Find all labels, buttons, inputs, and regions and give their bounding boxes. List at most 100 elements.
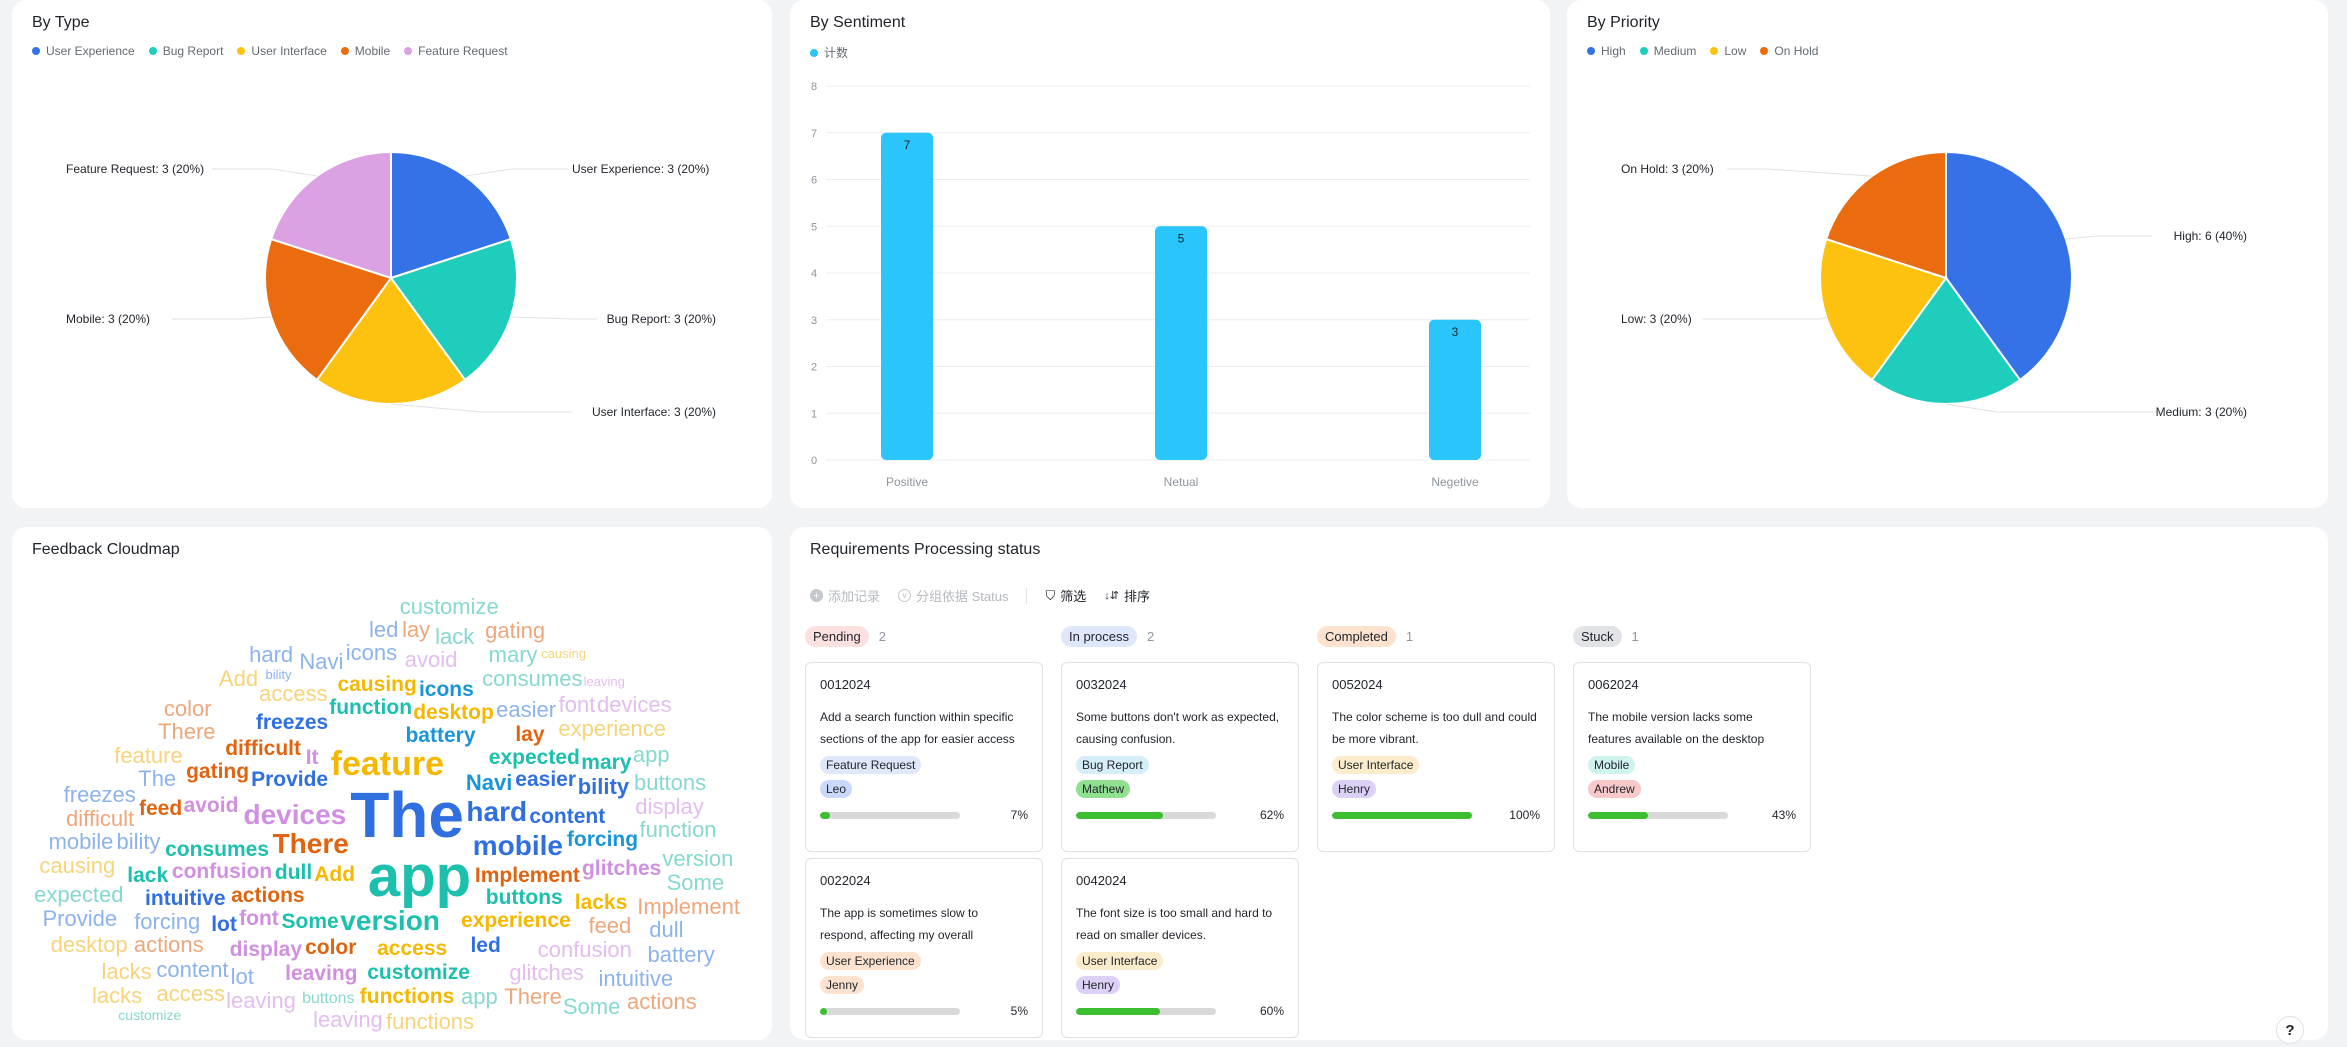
progress: 100%: [1332, 808, 1540, 822]
cloud-word: icons: [345, 640, 398, 666]
kanban-toolbar: + 添加记录 v 分组依据 Status ⛉ 筛选 ↓⇵ 排序: [810, 586, 1150, 605]
help-button[interactable]: ?: [2276, 1016, 2304, 1044]
cloud-word: buttons: [633, 770, 707, 796]
kanban-card[interactable]: 0012024 Add a search function within spe…: [805, 662, 1043, 852]
cloud-word: leaving: [583, 674, 625, 690]
column-count: 1: [1631, 629, 1639, 644]
legend-item[interactable]: 计数: [810, 44, 848, 61]
legend-item[interactable]: Medium: [1639, 44, 1697, 58]
progress-fill: [820, 811, 830, 819]
legend-item[interactable]: Mobile: [340, 44, 390, 58]
panel-title: Requirements Processing status: [810, 541, 1041, 558]
feedback-cloudmap-panel: Feedback Cloudmap The app feature There mobi…: [12, 527, 772, 1040]
status-badge: Completed: [1317, 626, 1396, 647]
progress: 43%: [1588, 808, 1796, 822]
pie-slice[interactable]: [269, 150, 392, 280]
pie-slice[interactable]: [1824, 150, 1947, 280]
legend-dot-icon: [148, 47, 157, 55]
cloud-word: font: [558, 691, 596, 717]
filter-label: 筛选: [1060, 589, 1087, 604]
pie-slice[interactable]: [315, 276, 467, 405]
cloud-word: customize: [118, 1007, 182, 1024]
cloud-word: lay: [515, 722, 545, 746]
cloud-word: actions: [627, 989, 697, 1015]
legend-dot-icon: [404, 47, 413, 55]
by-type-panel: By Type User Experience Bug Report User In…: [12, 0, 772, 508]
legend-item[interactable]: User Interface: [237, 44, 327, 58]
legend-dot-icon: [810, 48, 818, 57]
cloud-word: Implement: [474, 863, 580, 887]
cloud-word: function: [329, 695, 413, 719]
group-by-button[interactable]: v 分组依据 Status: [898, 586, 1008, 605]
type-tag: User Experience: [820, 952, 921, 970]
sort-label: 排序: [1123, 589, 1150, 604]
cloud-word: mobile: [48, 828, 114, 854]
cloud-word: freezes: [255, 710, 329, 734]
slice-label: User Interface: 3 (20%): [592, 405, 716, 419]
cloud-word: mary: [581, 750, 632, 774]
cloud-word: hard: [466, 795, 528, 827]
bar[interactable]: [1155, 226, 1207, 460]
filter-button[interactable]: ⛉ 筛选: [1045, 586, 1086, 605]
y-tick-label: 2: [811, 362, 817, 374]
cloud-word: lot: [211, 913, 237, 937]
progress-bar: [820, 1007, 960, 1015]
assignee-tag: Andrew: [1588, 780, 1641, 798]
legend-item[interactable]: On Hold: [1760, 44, 1818, 58]
legend-label: Medium: [1653, 44, 1697, 58]
filter-icon: ⛉: [1045, 587, 1056, 603]
progress-bar: [1588, 811, 1728, 819]
cloud-word: customize: [399, 593, 499, 619]
cloud-word: forcing: [134, 908, 201, 934]
cloud-word: causing: [541, 645, 587, 661]
kanban-card[interactable]: 0042024 The font size is too small and h…: [1061, 858, 1299, 1038]
y-tick-label: 1: [811, 408, 817, 420]
kanban-card[interactable]: 0032024 Some buttons don't work as expec…: [1061, 662, 1299, 852]
cloud-word: The: [350, 778, 464, 851]
cloud-word: functions: [359, 985, 455, 1009]
cloud-word: Navi: [299, 648, 344, 674]
legend-item[interactable]: Low: [1710, 44, 1746, 58]
card-id: 0052024: [1332, 677, 1383, 692]
add-record-button[interactable]: + 添加记录: [810, 586, 880, 605]
legend-label: User Experience: [46, 44, 135, 58]
kanban-card[interactable]: 0062024 The mobile version lacks some fe…: [1573, 662, 1811, 852]
cloud-word: Implement: [637, 893, 740, 919]
pie-slice[interactable]: [1870, 276, 2022, 405]
cloud-word: feed: [139, 796, 183, 820]
panel-title: Feedback Cloudmap: [32, 541, 180, 558]
cloud-word: version: [340, 904, 440, 936]
legend-label: 计数: [824, 46, 849, 60]
requirements-panel: Requirements Processing status + 添加记录 v 分组…: [790, 527, 2328, 1040]
legend-item[interactable]: Feature Request: [404, 44, 508, 58]
legend-item[interactable]: Bug Report: [148, 44, 223, 58]
legend-item[interactable]: High: [1587, 44, 1626, 58]
bar[interactable]: [1429, 319, 1481, 460]
by-priority-panel: By Priority High Medium Low On Hold High: 6…: [1567, 0, 2328, 508]
pie-slice[interactable]: [389, 237, 518, 382]
pie-slice[interactable]: [264, 237, 393, 382]
progress: 5%: [820, 1004, 1028, 1018]
legend-item[interactable]: User Experience: [32, 44, 135, 58]
cloud-word: Some: [281, 909, 339, 933]
pie-slice[interactable]: [1819, 237, 1948, 382]
cloud-word: led: [470, 934, 501, 958]
progress: 62%: [1076, 808, 1284, 822]
kanban-card[interactable]: 0052024 The color scheme is too dull and…: [1317, 662, 1555, 852]
pie-slice[interactable]: [390, 150, 513, 280]
assignee-tag: Mathew: [1076, 780, 1131, 798]
cloud-word: glitches: [509, 959, 584, 985]
progress-bar: [820, 811, 960, 819]
cloud-word: content: [156, 957, 229, 983]
legend-dot-icon: [340, 47, 349, 55]
kanban-card[interactable]: 0022024 The app is sometimes slow to res…: [805, 858, 1043, 1038]
cloud-word: Provide: [42, 905, 118, 931]
pie-slice[interactable]: [1945, 150, 2073, 382]
cloud-word: version: [662, 845, 734, 871]
progress-label: 60%: [1259, 1004, 1284, 1018]
sort-button[interactable]: ↓⇵ 排序: [1104, 586, 1150, 605]
cloud-word: access: [259, 680, 328, 706]
bar[interactable]: [881, 132, 933, 460]
cloud-word: app: [632, 741, 670, 767]
y-tick-label: 3: [811, 315, 817, 327]
